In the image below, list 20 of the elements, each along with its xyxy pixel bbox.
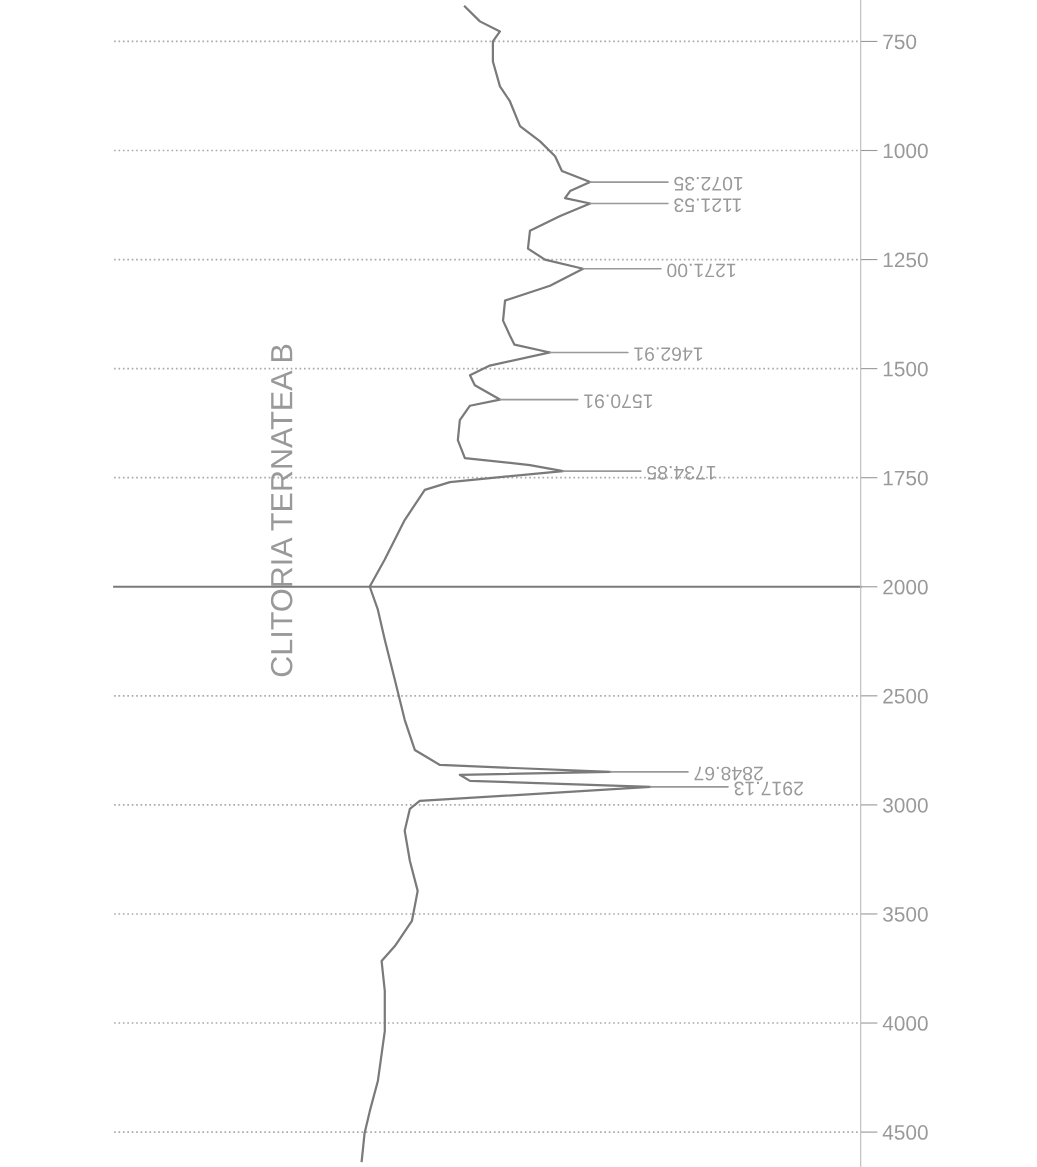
y-tick-label: 1000 — [883, 143, 928, 159]
y-tick-label: 750 — [883, 34, 917, 50]
annotation: 2917.13 — [734, 781, 803, 796]
annotation: 2848.67 — [694, 766, 763, 781]
y-tick-label: 4500 — [882, 1125, 928, 1140]
y-tick-label: 2000 — [883, 579, 928, 595]
y-tick-label: 4000 — [882, 1016, 928, 1031]
annotation: 1570.91 — [584, 394, 653, 409]
y-tick-label: 2500 — [883, 688, 928, 704]
y-tick-label: 1750 — [883, 470, 928, 486]
annotation: 1072.35 — [674, 176, 743, 191]
text: CLITORIA TERNATEA B — [270, 344, 293, 677]
y-tick-label: 1250 — [883, 252, 928, 268]
y-tick-label: 3500 — [883, 906, 928, 922]
annotation: 1271.00 — [667, 263, 736, 278]
y-tick-label: 1500 — [883, 361, 928, 377]
annotation: 1734.85 — [647, 465, 716, 480]
annotation: 1121.53 — [674, 198, 741, 213]
y-tick-label: 3000 — [883, 797, 928, 813]
annotation: 1462.91 — [634, 347, 703, 362]
